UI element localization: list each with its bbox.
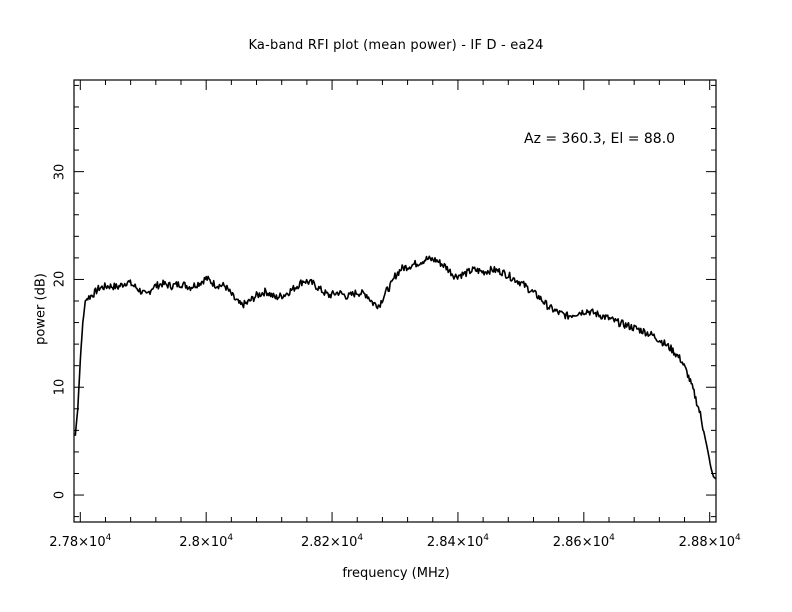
y-tick-label: 30 (52, 163, 68, 180)
chart-title: Ka-band RFI plot (mean power) - IF D - e… (248, 38, 544, 53)
az-el-annotation: Az = 360.3, El = 88.0 (524, 131, 676, 147)
x-tick-label: 2.86×104 (552, 533, 615, 550)
x-tick-label: 2.88×104 (678, 533, 741, 550)
y-tick-label: 10 (52, 378, 68, 396)
x-axis-label: frequency (MHz) (342, 566, 450, 581)
x-tick-label: 2.8×104 (179, 533, 234, 550)
x-tick-label: 2.82×104 (300, 533, 364, 550)
y-axis-label: power (dB) (33, 273, 49, 345)
x-tick-label: 2.78×104 (49, 533, 112, 550)
power-series-line (74, 255, 717, 480)
tick-marks (74, 80, 716, 522)
y-tick-label: 20 (52, 271, 68, 288)
y-tick-label: 0 (52, 490, 68, 500)
x-tick-label: 2.84×104 (426, 533, 489, 550)
